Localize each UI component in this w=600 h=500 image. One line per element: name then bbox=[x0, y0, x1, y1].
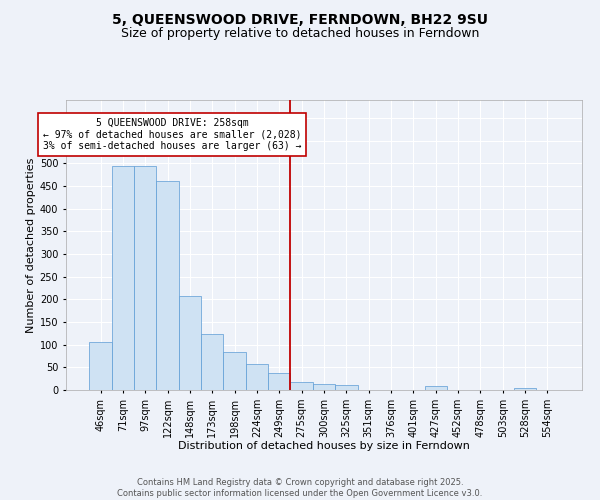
Y-axis label: Number of detached properties: Number of detached properties bbox=[26, 158, 35, 332]
Text: Contains HM Land Registry data © Crown copyright and database right 2025.
Contai: Contains HM Land Registry data © Crown c… bbox=[118, 478, 482, 498]
Text: 5 QUEENSWOOD DRIVE: 258sqm
← 97% of detached houses are smaller (2,028)
3% of se: 5 QUEENSWOOD DRIVE: 258sqm ← 97% of deta… bbox=[43, 118, 301, 152]
Bar bbox=[112, 166, 134, 390]
Bar bbox=[89, 342, 112, 390]
Bar bbox=[514, 388, 536, 390]
Bar bbox=[223, 352, 246, 390]
Bar bbox=[179, 296, 201, 390]
Bar bbox=[290, 382, 313, 390]
Bar bbox=[134, 166, 157, 390]
X-axis label: Distribution of detached houses by size in Ferndown: Distribution of detached houses by size … bbox=[178, 442, 470, 452]
Bar bbox=[201, 334, 223, 390]
Bar bbox=[313, 384, 335, 390]
Bar bbox=[157, 180, 179, 390]
Text: 5, QUEENSWOOD DRIVE, FERNDOWN, BH22 9SU: 5, QUEENSWOOD DRIVE, FERNDOWN, BH22 9SU bbox=[112, 12, 488, 26]
Bar bbox=[268, 373, 290, 390]
Text: Size of property relative to detached houses in Ferndown: Size of property relative to detached ho… bbox=[121, 28, 479, 40]
Bar bbox=[246, 364, 268, 390]
Bar bbox=[425, 386, 447, 390]
Bar bbox=[335, 384, 358, 390]
